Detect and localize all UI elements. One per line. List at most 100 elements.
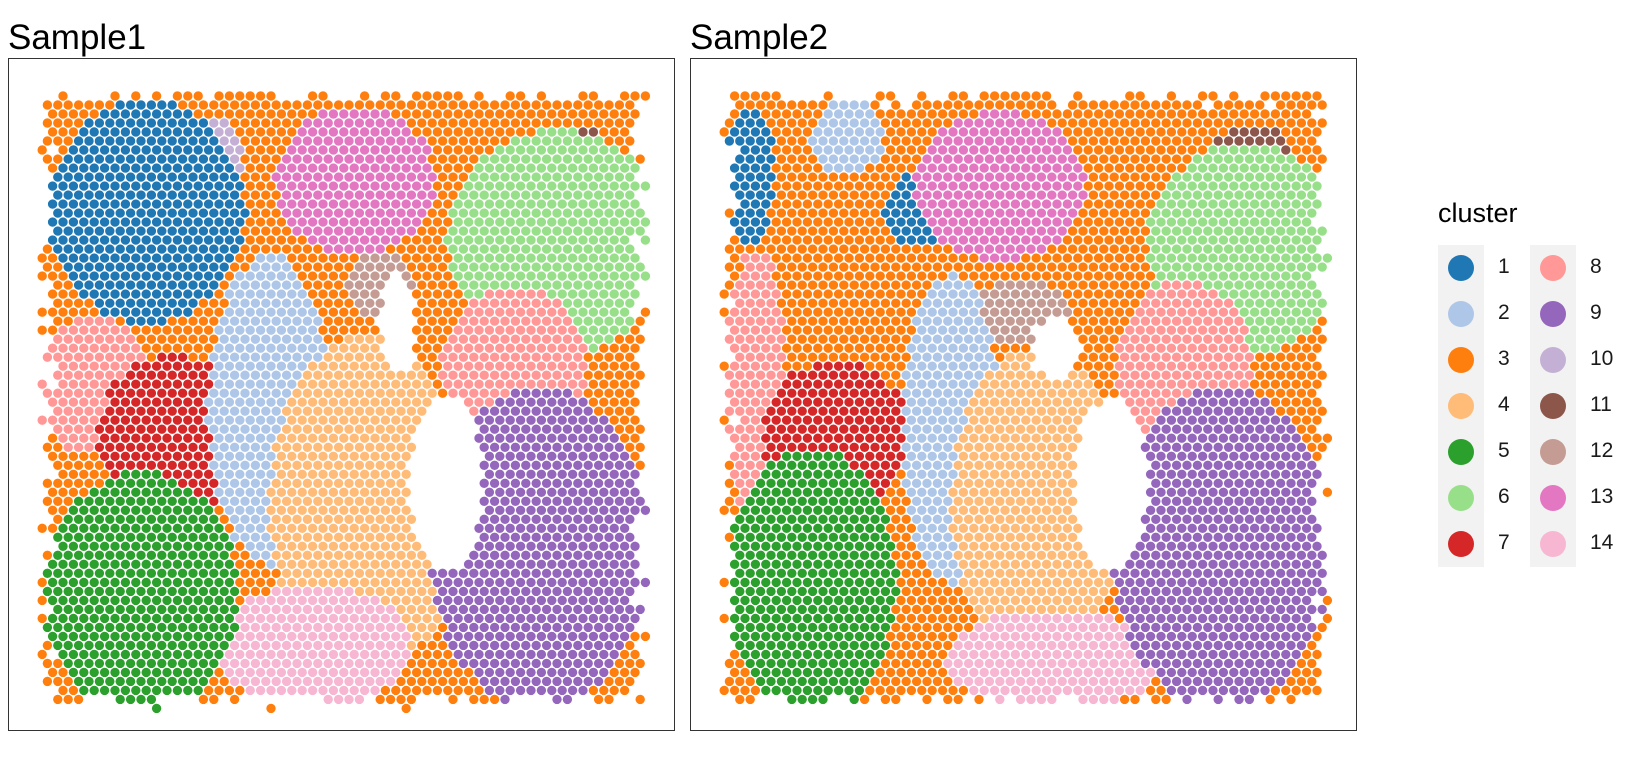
spot	[255, 270, 266, 282]
spot	[1166, 198, 1177, 210]
spot	[156, 297, 168, 309]
spot	[426, 351, 438, 363]
spot	[1062, 216, 1073, 228]
spot	[1082, 126, 1094, 138]
spot	[468, 135, 480, 147]
spot	[333, 333, 344, 345]
spot	[1181, 171, 1193, 183]
spot	[755, 297, 766, 309]
spot	[265, 414, 277, 426]
spot	[973, 171, 985, 183]
spot	[120, 432, 131, 444]
spot	[250, 261, 261, 273]
spot	[161, 342, 173, 354]
spot	[286, 360, 298, 372]
spot	[1264, 261, 1276, 273]
spot	[151, 396, 162, 408]
spot	[895, 216, 907, 228]
spot	[203, 342, 214, 354]
spot	[135, 351, 147, 363]
spot	[1072, 162, 1084, 174]
spot	[203, 631, 214, 642]
spot	[172, 198, 183, 210]
spot	[504, 667, 516, 678]
spot	[937, 216, 948, 228]
spot	[270, 477, 282, 489]
spot	[926, 288, 938, 300]
spot	[57, 306, 69, 318]
spot	[1270, 144, 1281, 156]
spot	[276, 162, 287, 174]
spot	[421, 558, 433, 570]
spot	[88, 450, 100, 462]
spot	[198, 495, 209, 507]
spot	[322, 189, 334, 201]
spot	[296, 667, 308, 678]
spot	[114, 658, 126, 669]
spot	[781, 198, 792, 210]
spot	[562, 225, 573, 237]
spot	[281, 387, 292, 399]
spot	[114, 99, 126, 111]
spot	[57, 288, 69, 300]
spot	[416, 351, 428, 363]
spot	[1233, 225, 1245, 237]
spot	[68, 126, 79, 138]
spot	[541, 315, 552, 327]
spot	[520, 405, 532, 417]
spot	[322, 99, 334, 111]
spot	[88, 126, 100, 138]
spot	[1129, 189, 1141, 201]
spot	[458, 567, 469, 579]
spot	[286, 450, 298, 462]
spot	[968, 198, 980, 210]
spot	[166, 423, 178, 435]
spot	[177, 513, 188, 525]
spot	[859, 117, 870, 129]
spot	[994, 243, 1006, 255]
spot	[68, 180, 79, 192]
spot	[343, 171, 355, 183]
spot	[1181, 99, 1193, 111]
spot	[260, 117, 272, 129]
spot	[374, 640, 386, 651]
spot	[603, 243, 615, 255]
spot	[833, 162, 844, 174]
spot	[307, 667, 318, 678]
spot	[239, 604, 251, 615]
spot	[619, 577, 630, 588]
spot	[822, 126, 834, 138]
spot	[1067, 171, 1078, 183]
spot	[926, 216, 938, 228]
spot	[151, 216, 162, 228]
spot	[1160, 189, 1172, 201]
spot	[551, 567, 563, 579]
spot	[478, 586, 490, 597]
spot	[562, 477, 573, 489]
spot	[447, 604, 459, 615]
spot	[52, 531, 64, 543]
spot	[546, 324, 558, 336]
spot	[1285, 171, 1297, 183]
spot	[130, 558, 142, 570]
spot	[510, 586, 521, 597]
spot	[400, 667, 412, 678]
spot	[312, 513, 324, 525]
spot	[281, 477, 292, 489]
spot	[1140, 135, 1151, 147]
spot	[57, 342, 69, 354]
spot	[1051, 162, 1063, 174]
spot	[281, 117, 292, 129]
spot	[1119, 261, 1130, 273]
spot	[468, 207, 480, 219]
spot	[281, 586, 292, 597]
spot	[833, 198, 844, 210]
spot	[302, 477, 313, 489]
spot	[729, 270, 740, 282]
spot	[1093, 144, 1104, 156]
spot	[603, 225, 615, 237]
spot	[1186, 288, 1198, 300]
spot	[213, 198, 225, 210]
spot	[504, 595, 516, 606]
spot	[598, 432, 610, 444]
